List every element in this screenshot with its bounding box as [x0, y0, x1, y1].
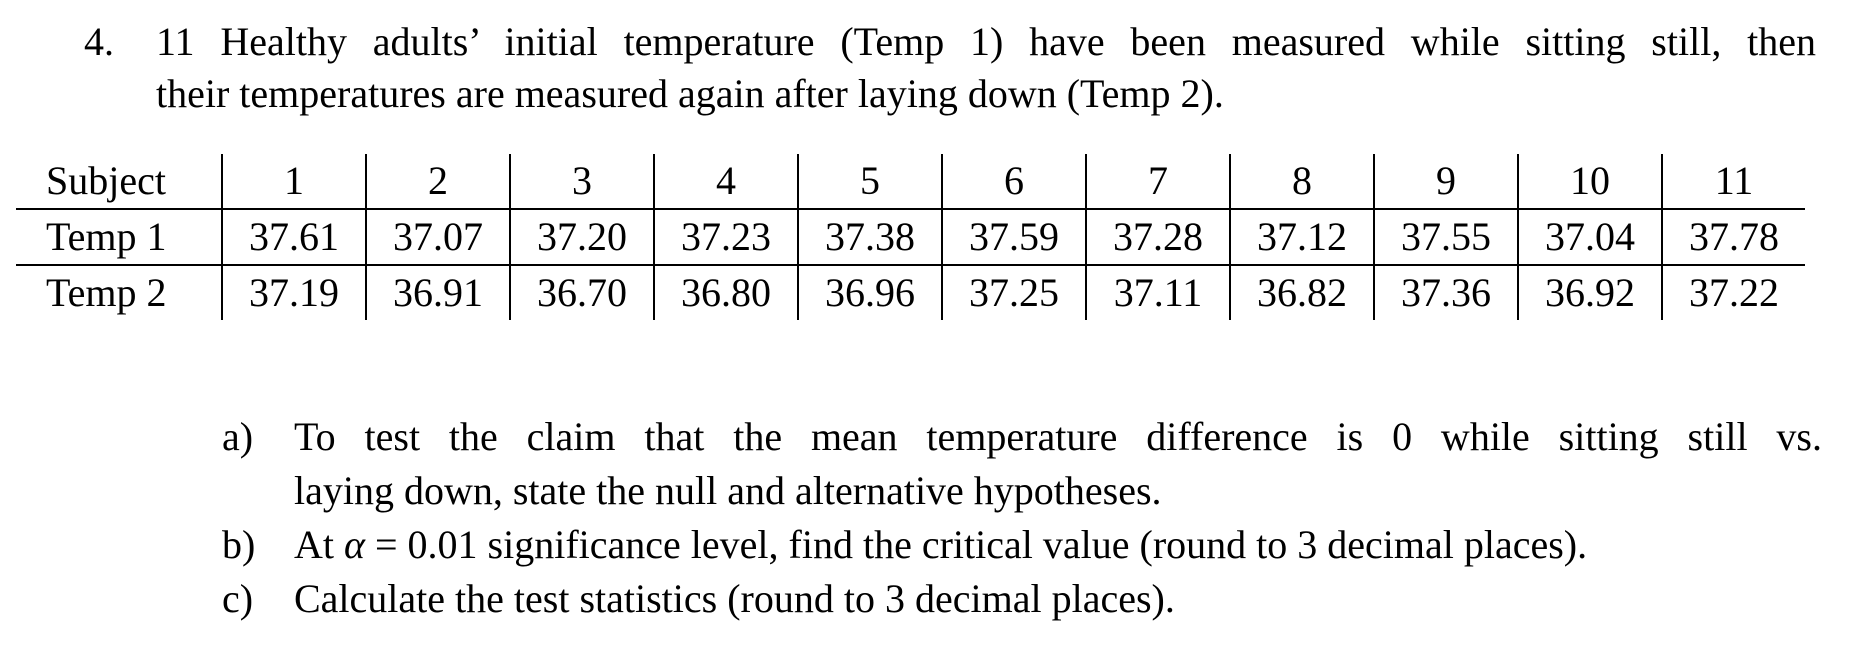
temp-2-value: 36.96 [797, 265, 942, 320]
subject-number: 11 [1661, 154, 1805, 210]
question-parts: a) To test the claim that the mean tempe… [222, 410, 1822, 626]
part-a-line-2: laying down, state the null and alternat… [294, 468, 1162, 513]
temp-1-value: 37.61 [221, 209, 366, 266]
subject-number: 9 [1373, 154, 1518, 210]
temp-2-value: 37.22 [1661, 265, 1805, 320]
part-b: b) At α = 0.01 significance level, find … [222, 518, 1822, 572]
temp-1-value: 37.55 [1373, 209, 1518, 266]
subject-number: 4 [653, 154, 798, 210]
temp-1-label: Temp 1 [16, 209, 222, 266]
subject-number: 7 [1085, 154, 1230, 210]
subject-number: 5 [797, 154, 942, 210]
temp-1-value: 37.28 [1085, 209, 1230, 266]
temp-1-value: 37.38 [797, 209, 942, 266]
temp-1-value: 37.07 [365, 209, 510, 266]
part-b-prefix: At [294, 522, 334, 567]
temp-1-value: 37.78 [1661, 209, 1805, 266]
subject-number: 1 [221, 154, 366, 210]
problem-stem-line-2: their temperatures are measured again af… [156, 71, 1224, 116]
temp-1-value: 37.04 [1517, 209, 1662, 266]
problem-stem: 11 Healthy adults’ initial temperature (… [156, 16, 1816, 120]
subject-number: 3 [509, 154, 654, 210]
subject-number: 2 [365, 154, 510, 210]
temp-2-value: 36.70 [509, 265, 654, 320]
alpha-symbol: α [344, 522, 365, 567]
temp-1-value: 37.20 [509, 209, 654, 266]
part-a-letter: a) [222, 414, 254, 459]
subject-number: 6 [941, 154, 1086, 210]
temp-2-label: Temp 2 [46, 270, 167, 315]
temp-2-value: 36.91 [365, 265, 510, 320]
temp-2-value: 36.80 [653, 265, 798, 320]
part-a-line-1: To test the claim that the mean temperat… [294, 414, 1822, 459]
problem-stem-line-1: 11 Healthy adults’ initial temperature (… [156, 19, 1816, 64]
temp-2-value: 36.82 [1229, 265, 1374, 320]
part-c-letter: c) [222, 576, 254, 621]
part-c-text: Calculate the test statistics (round to … [294, 576, 1175, 621]
subject-header-row: Subject 1 2 3 4 5 6 7 8 9 10 11 [16, 154, 1805, 210]
subject-header-label: Subject [16, 154, 222, 210]
temp-2-value: 37.11 [1085, 265, 1230, 320]
subject-number: 8 [1229, 154, 1374, 210]
temp-2-value: 36.92 [1517, 265, 1662, 320]
temp-1-row: Temp 1 37.61 37.07 37.20 37.23 37.38 37.… [16, 209, 1805, 266]
temp-1-value: 37.23 [653, 209, 798, 266]
temp-2-value: 37.25 [941, 265, 1086, 320]
temp-1-value: 37.12 [1229, 209, 1374, 266]
part-a: a) To test the claim that the mean tempe… [222, 410, 1822, 518]
part-b-text: = 0.01 significance level, find the crit… [375, 522, 1588, 567]
part-b-letter: b) [222, 522, 256, 567]
subject-number: 10 [1517, 154, 1662, 210]
problem-number: 4. [84, 19, 114, 64]
temp-2-value: 37.36 [1373, 265, 1518, 320]
part-c: c) Calculate the test statistics (round … [222, 572, 1822, 626]
temp-2-row: Temp 2 37.19 36.91 36.70 36.80 36.96 37.… [16, 265, 1805, 320]
temperature-table: Subject 1 2 3 4 5 6 7 8 9 10 11 Temp 1 3… [16, 154, 1805, 320]
problem-statement: 4. 11 Healthy adults’ initial temperatur… [84, 16, 1824, 120]
temp-1-value: 37.59 [941, 209, 1086, 266]
temp-2-value: 37.19 [221, 265, 366, 320]
